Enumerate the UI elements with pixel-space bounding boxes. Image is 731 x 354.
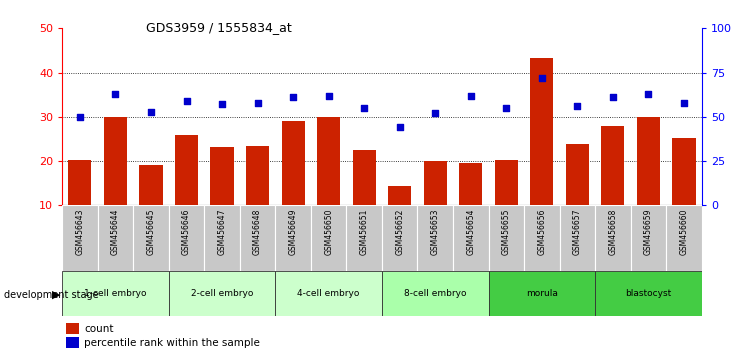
Text: GSM456643: GSM456643	[75, 209, 84, 255]
Text: GSM456660: GSM456660	[680, 209, 689, 255]
Text: GSM456650: GSM456650	[324, 209, 333, 255]
Point	[110, 91, 121, 97]
Bar	[495, 160, 518, 205]
Text: GSM456657: GSM456657	[573, 209, 582, 255]
Bar	[169, 205, 204, 271]
Bar	[566, 144, 589, 205]
Bar	[382, 271, 488, 316]
Bar	[488, 205, 524, 271]
Text: count: count	[84, 324, 113, 333]
Point	[358, 105, 370, 111]
Point	[74, 114, 86, 120]
Text: GSM456652: GSM456652	[395, 209, 404, 255]
Text: GSM456655: GSM456655	[501, 209, 511, 255]
Bar	[62, 271, 169, 316]
Text: 4-cell embryo: 4-cell embryo	[298, 289, 360, 298]
Bar	[98, 205, 133, 271]
Text: GSM456645: GSM456645	[146, 209, 156, 255]
Bar	[140, 165, 162, 205]
Text: GSM456647: GSM456647	[218, 209, 227, 255]
Bar	[175, 135, 198, 205]
Bar	[560, 205, 595, 271]
Bar	[488, 271, 595, 316]
Bar	[133, 205, 169, 271]
Bar	[62, 205, 98, 271]
Text: blastocyst: blastocyst	[625, 289, 672, 298]
Bar	[240, 205, 276, 271]
Point	[465, 93, 477, 98]
Bar	[417, 205, 453, 271]
Text: 1-cell embryo: 1-cell embryo	[84, 289, 147, 298]
Bar	[595, 205, 631, 271]
Bar	[276, 205, 311, 271]
Bar	[352, 150, 376, 205]
Text: GSM456651: GSM456651	[360, 209, 368, 255]
Text: GSM456658: GSM456658	[608, 209, 618, 255]
Bar	[204, 205, 240, 271]
Bar	[69, 160, 91, 205]
Point	[429, 110, 441, 116]
Point	[145, 109, 157, 114]
Bar	[281, 121, 305, 205]
Text: GSM456654: GSM456654	[466, 209, 475, 255]
Bar	[317, 117, 340, 205]
Point	[394, 125, 406, 130]
Point	[607, 95, 618, 100]
Bar	[666, 205, 702, 271]
Text: 8-cell embryo: 8-cell embryo	[404, 289, 466, 298]
Text: 2-cell embryo: 2-cell embryo	[191, 289, 253, 298]
Bar	[104, 117, 127, 205]
Text: GSM456659: GSM456659	[644, 209, 653, 255]
Bar	[246, 145, 269, 205]
Point	[287, 95, 299, 100]
Point	[323, 93, 335, 98]
Bar	[459, 163, 482, 205]
Point	[181, 98, 192, 104]
Bar	[631, 205, 666, 271]
Point	[572, 103, 583, 109]
Point	[501, 105, 512, 111]
Bar	[311, 205, 346, 271]
Point	[216, 102, 228, 107]
Bar	[169, 271, 276, 316]
Bar	[346, 205, 382, 271]
Bar	[388, 186, 412, 205]
Bar	[524, 205, 560, 271]
Bar	[211, 147, 234, 205]
Bar	[424, 161, 447, 205]
Text: morula: morula	[526, 289, 558, 298]
Bar	[453, 205, 488, 271]
Text: GSM456646: GSM456646	[182, 209, 191, 255]
Point	[678, 100, 690, 105]
Bar	[276, 271, 382, 316]
Bar	[530, 58, 553, 205]
Bar	[382, 205, 417, 271]
Text: GSM456653: GSM456653	[431, 209, 440, 255]
Text: GSM456656: GSM456656	[537, 209, 546, 255]
Bar	[602, 126, 624, 205]
Text: GSM456648: GSM456648	[253, 209, 262, 255]
Bar	[637, 117, 660, 205]
Text: GDS3959 / 1555834_at: GDS3959 / 1555834_at	[146, 21, 292, 34]
Bar	[595, 271, 702, 316]
Text: percentile rank within the sample: percentile rank within the sample	[84, 338, 260, 348]
Point	[536, 75, 548, 81]
Bar	[673, 138, 695, 205]
Point	[251, 100, 263, 105]
Text: development stage: development stage	[4, 290, 98, 299]
Point	[643, 91, 654, 97]
Text: GSM456649: GSM456649	[289, 209, 298, 255]
Text: GSM456644: GSM456644	[111, 209, 120, 255]
Text: ▶: ▶	[52, 290, 61, 299]
